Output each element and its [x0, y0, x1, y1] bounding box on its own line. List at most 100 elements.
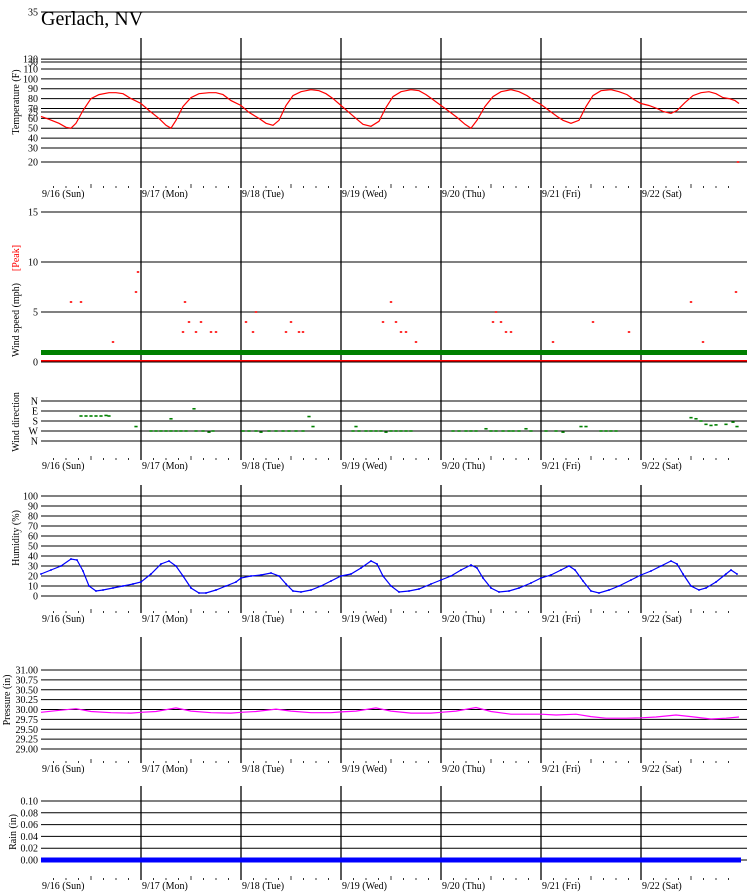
pressure-axis-label: Pressure (in) — [2, 675, 13, 726]
wind-direction-point — [307, 415, 311, 418]
temp-day-label: 9/22 (Sat) — [642, 189, 682, 200]
wind-direction-point — [524, 427, 528, 430]
wind-direction-point — [484, 427, 488, 430]
wind-direction-point — [374, 430, 378, 432]
wind-direction-point — [134, 425, 138, 428]
wind-peak-point — [504, 331, 508, 333]
data-layer — [40, 89, 747, 863]
temp-ytick-label: 70 — [28, 104, 38, 115]
rain-day-label: 9/21 (Fri) — [542, 881, 581, 892]
wind-peak-point — [194, 331, 198, 333]
wind-ytick-label: 25 — [28, 108, 38, 119]
wind-direction-point — [207, 431, 211, 433]
wind-direction-point — [369, 430, 373, 432]
temp-ytick-label: 110 — [23, 64, 38, 75]
wind-direction-point — [287, 430, 291, 432]
rain-day-label: 9/22 (Sat) — [642, 881, 682, 892]
page-title: Gerlach, NV — [41, 8, 144, 30]
wind-direction-point — [469, 430, 473, 432]
wind-peak-point — [689, 301, 693, 303]
winddir-day-label: 9/16 (Sun) — [42, 461, 85, 472]
winddir-ytick-label: W — [29, 427, 39, 438]
wind-direction-point — [704, 423, 708, 426]
wind-peak-point — [214, 331, 218, 333]
wind-direction-point — [614, 430, 618, 432]
humidity-series — [40, 558, 738, 594]
wind-direction-point — [311, 425, 315, 428]
winddir-axis-label: Wind direction — [11, 392, 22, 452]
wind-peak-point — [736, 161, 740, 163]
wind-direction-point — [364, 430, 368, 432]
wind-peak-point — [551, 341, 555, 343]
winddir-day-label: 9/21 (Fri) — [542, 461, 581, 472]
wind-direction-point — [584, 425, 588, 428]
wind-direction-point — [281, 430, 285, 432]
humidity-ytick-label: 60 — [28, 532, 38, 543]
wind-direction-point — [107, 415, 111, 417]
wind-direction-point — [94, 415, 98, 417]
wind-ytick-label: 20 — [28, 158, 38, 169]
wind-peak-point — [181, 331, 185, 333]
wind-direction-point — [169, 430, 173, 432]
wind-direction-point — [301, 430, 305, 432]
temp-ytick-label: 40 — [28, 134, 38, 145]
wind-direction-point — [714, 424, 718, 426]
pressure-ytick-label: 30.00 — [16, 705, 39, 716]
humidity-ytick-label: 80 — [28, 512, 38, 523]
wind-direction-point — [159, 430, 163, 432]
temp-ytick-label: 90 — [28, 84, 38, 95]
pressure-series — [40, 706, 740, 720]
wind-direction-point — [192, 407, 196, 410]
wind-peak-point — [491, 321, 495, 323]
pressure-ytick-label: 29.25 — [16, 735, 39, 746]
wind-peak-point — [389, 301, 393, 303]
temp-axis-label: Temperature (F) — [11, 69, 22, 134]
wind-direction-point — [384, 431, 388, 433]
temp-day-label: 9/17 (Mon) — [142, 189, 188, 200]
wind-direction-point — [174, 430, 178, 432]
wind-direction-point — [84, 415, 88, 417]
temp-ytick-label: 60 — [28, 114, 38, 125]
humidity-ytick-label: 10 — [28, 582, 38, 593]
wind-direction-point — [89, 415, 93, 417]
pressure-ytick-label: 31.00 — [16, 666, 39, 677]
humidity-axis-label: Humidity (%) — [11, 510, 22, 566]
wind-ytick-label: 5 — [33, 308, 38, 319]
wind-direction-point — [351, 430, 355, 432]
pressure-day-label: 9/17 (Mon) — [142, 764, 188, 775]
wind-peak-point — [134, 291, 138, 293]
wind-peak-point — [627, 331, 631, 333]
wind-direction-point — [211, 430, 215, 432]
wind-direction-point — [104, 414, 108, 417]
wind-direction-point — [179, 430, 183, 432]
pressure-ytick-label: 30.25 — [16, 695, 39, 706]
wind-peak-point — [289, 321, 293, 323]
humidity-day-label: 9/21 (Fri) — [542, 614, 581, 625]
wind-direction-point — [724, 423, 728, 426]
wind-base-line — [41, 360, 747, 362]
wind-peak-point — [251, 331, 255, 333]
pressure-day-label: 9/21 (Fri) — [542, 764, 581, 775]
wind-ytick-label: 35 — [28, 8, 38, 19]
wind-direction-point — [79, 415, 83, 417]
humidity-ytick-label: 90 — [28, 502, 38, 513]
wind-direction-point — [164, 430, 168, 432]
pressure-day-label: 9/20 (Thu) — [442, 764, 485, 775]
wind-direction-point — [259, 431, 263, 433]
winddir-ytick-label: N — [31, 437, 38, 448]
wind-direction-point — [451, 430, 455, 432]
temp-ytick-label: 120 — [23, 55, 38, 66]
wind-direction-point — [154, 430, 158, 432]
wind-direction-point — [409, 430, 413, 432]
pressure-ytick-label: 29.50 — [16, 725, 39, 736]
temp-ytick-label: 30 — [28, 144, 38, 155]
wind-direction-point — [599, 430, 603, 432]
rain-ytick-label: 0.04 — [21, 832, 39, 843]
humidity-day-label: 9/19 (Wed) — [342, 614, 387, 625]
wind-direction-point — [399, 430, 403, 432]
wind-peak-point — [187, 321, 191, 323]
humidity-day-label: 9/20 (Thu) — [442, 614, 485, 625]
pressure-ytick-label: 30.75 — [16, 675, 39, 686]
pressure-ytick-label: 29.75 — [16, 715, 39, 726]
rain-day-label: 9/19 (Wed) — [342, 881, 387, 892]
